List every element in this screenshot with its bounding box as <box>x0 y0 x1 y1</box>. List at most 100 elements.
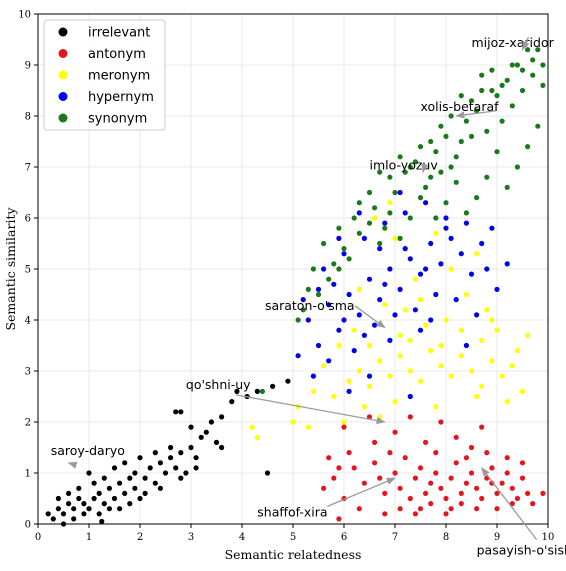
annotation-arrow <box>354 305 386 329</box>
data-point <box>55 495 62 502</box>
data-point <box>540 82 546 88</box>
data-point <box>315 291 322 298</box>
data-point <box>331 475 337 481</box>
annotation-label: shaffof-xira <box>257 504 327 519</box>
data-point <box>453 434 459 440</box>
annotation-label: pasayish-o'sish <box>477 543 566 558</box>
data-point <box>509 363 515 369</box>
data-point <box>499 118 505 124</box>
data-point <box>346 256 352 262</box>
data-point <box>494 286 500 292</box>
data-point <box>326 276 332 282</box>
data-point <box>397 485 403 491</box>
data-point <box>407 495 413 502</box>
data-point <box>351 465 357 471</box>
x-tick-label: 9 <box>494 532 500 543</box>
data-point <box>213 439 220 445</box>
data-point <box>377 169 383 175</box>
data-point <box>458 138 464 145</box>
data-point <box>417 506 424 512</box>
data-point <box>341 246 347 252</box>
annotation-arrow <box>481 467 538 540</box>
data-point <box>474 485 480 491</box>
data-point <box>188 444 194 451</box>
data-point <box>219 444 225 451</box>
data-point <box>173 465 179 471</box>
legend-label: irrelevant <box>88 26 150 41</box>
data-point <box>366 342 373 349</box>
data-point <box>326 302 332 308</box>
data-point <box>336 327 342 333</box>
data-point <box>438 261 444 267</box>
data-point <box>305 424 311 430</box>
data-point <box>397 353 403 359</box>
data-point <box>448 235 454 241</box>
data-point <box>433 215 439 221</box>
data-point <box>535 123 541 129</box>
data-point <box>285 378 291 384</box>
series-irrelevant <box>45 378 291 527</box>
data-point <box>377 358 383 364</box>
data-point <box>407 215 413 221</box>
data-point <box>55 506 62 512</box>
data-point <box>346 388 352 394</box>
data-point <box>50 516 56 522</box>
data-point <box>519 460 526 466</box>
data-point <box>407 256 413 262</box>
data-point <box>504 77 510 83</box>
data-point <box>433 470 439 476</box>
data-point <box>535 47 541 53</box>
annotation-label: imlo-yozuv <box>370 158 439 173</box>
data-point <box>168 444 174 451</box>
x-tick-label: 4 <box>239 532 245 543</box>
data-point <box>366 189 373 196</box>
data-point <box>336 266 342 272</box>
data-point <box>86 470 92 476</box>
data-point <box>484 174 490 180</box>
x-tick-label: 7 <box>392 532 398 543</box>
data-point <box>392 235 398 241</box>
data-point <box>468 470 475 476</box>
data-point <box>509 62 515 68</box>
data-point <box>397 189 403 196</box>
data-point <box>423 322 429 328</box>
series-synonym <box>259 47 546 394</box>
data-point <box>407 414 413 420</box>
data-point <box>60 511 67 517</box>
data-point <box>127 501 133 507</box>
data-point <box>377 246 383 252</box>
data-point <box>479 240 485 247</box>
data-point <box>453 297 459 303</box>
data-point <box>382 225 388 231</box>
data-point <box>494 93 500 99</box>
data-point <box>310 266 316 272</box>
data-point <box>514 62 521 68</box>
annotation-arrow <box>235 394 386 425</box>
data-point <box>122 490 128 496</box>
data-point <box>341 419 347 425</box>
series-hypernym <box>295 189 510 400</box>
data-point <box>479 337 485 343</box>
data-point <box>127 475 133 481</box>
data-point <box>387 266 393 272</box>
data-point <box>152 480 158 486</box>
data-point <box>351 348 357 354</box>
data-point <box>382 490 388 496</box>
data-point <box>402 307 408 313</box>
data-point <box>489 317 495 323</box>
data-point <box>423 184 429 190</box>
y-tick-label: 1 <box>25 469 31 480</box>
data-point <box>468 98 475 104</box>
data-point <box>489 67 495 73</box>
data-point <box>219 414 225 420</box>
data-point <box>479 495 485 502</box>
x-tick-label: 6 <box>341 532 347 543</box>
data-point <box>428 174 434 180</box>
data-point <box>504 261 510 267</box>
data-point <box>101 475 107 481</box>
data-point <box>443 317 449 323</box>
data-point <box>351 327 357 333</box>
data-point <box>366 383 373 389</box>
data-point <box>96 490 102 496</box>
